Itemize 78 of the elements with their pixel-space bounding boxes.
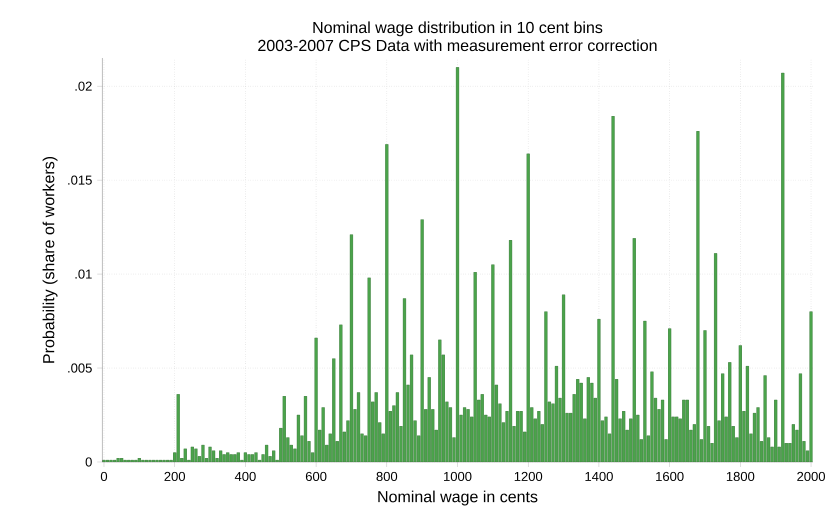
- bar: [244, 452, 248, 462]
- bar: [491, 264, 494, 462]
- bar: [576, 379, 580, 462]
- bar: [544, 311, 548, 462]
- y-tick-label: 0: [86, 457, 92, 467]
- bar: [219, 450, 222, 462]
- bar: [682, 400, 686, 462]
- x-tick-label: 600: [306, 472, 326, 482]
- bar: [809, 311, 813, 462]
- bar: [774, 400, 778, 462]
- bar: [233, 454, 236, 462]
- chart-subtitle: 2003-2007 CPS Data with measurement error correction: [258, 39, 657, 52]
- y-tick-label: .015: [68, 176, 92, 185]
- bar: [738, 345, 742, 462]
- y-tick-label: .005: [68, 363, 92, 373]
- bar: [474, 272, 477, 462]
- bar: [675, 416, 678, 462]
- bar: [184, 448, 187, 462]
- bar: [537, 411, 540, 462]
- bar: [208, 446, 212, 462]
- bar: [466, 409, 470, 462]
- bar: [247, 454, 251, 462]
- bar: [686, 400, 689, 462]
- bar: [176, 394, 180, 462]
- x-tick-label: 1200: [514, 472, 542, 482]
- bar: [368, 278, 371, 462]
- bar: [420, 219, 424, 462]
- bar: [222, 454, 226, 462]
- y-tick-label: .01: [75, 269, 92, 279]
- bar: [668, 328, 672, 462]
- bar: [632, 238, 636, 462]
- x-tick-label: 800: [376, 472, 398, 482]
- bar: [230, 454, 233, 462]
- bar: [756, 407, 760, 462]
- bar: [763, 375, 767, 462]
- bar: [428, 377, 431, 462]
- y-tick-label: .02: [75, 82, 92, 91]
- bar: [650, 372, 654, 462]
- bar: [236, 452, 240, 462]
- bar: [116, 458, 120, 462]
- x-tick-label: 2000: [797, 472, 825, 482]
- bar: [194, 448, 198, 462]
- bar: [604, 416, 608, 462]
- bar: [120, 458, 124, 462]
- y-axis-title: Probability (share of workers): [42, 156, 58, 363]
- bar: [611, 116, 615, 462]
- bar: [254, 452, 258, 462]
- bar: [332, 358, 336, 462]
- x-tick-label: 400: [234, 472, 256, 482]
- bar: [526, 154, 530, 462]
- chart-title: Nominal wage distribution in 10 cent bins: [313, 21, 602, 36]
- bar: [728, 362, 732, 462]
- bar: [322, 407, 325, 462]
- bar: [480, 394, 484, 462]
- x-tick-label: 1800: [726, 472, 754, 482]
- bar: [586, 377, 590, 462]
- bar: [385, 144, 388, 462]
- x-tick-label: 1600: [656, 472, 684, 482]
- bar: [520, 411, 523, 462]
- x-tick-label: 200: [164, 472, 186, 482]
- bar: [438, 340, 442, 462]
- bar: [696, 131, 700, 462]
- bar: [138, 458, 141, 462]
- bar: [721, 373, 724, 462]
- bar: [272, 450, 276, 462]
- bar: [339, 324, 342, 462]
- bar: [622, 411, 626, 462]
- bar: [374, 392, 378, 462]
- bar: [226, 452, 230, 462]
- bar: [703, 330, 707, 462]
- bar: [282, 396, 286, 462]
- bar: [314, 338, 318, 462]
- x-tick-label: 1400: [585, 472, 613, 482]
- bar: [792, 424, 795, 462]
- x-tick-label: 0: [100, 472, 108, 482]
- x-tick-label: 1000: [444, 472, 472, 482]
- bar: [190, 446, 194, 462]
- x-axis-title: Nominal wage in cents: [378, 490, 538, 506]
